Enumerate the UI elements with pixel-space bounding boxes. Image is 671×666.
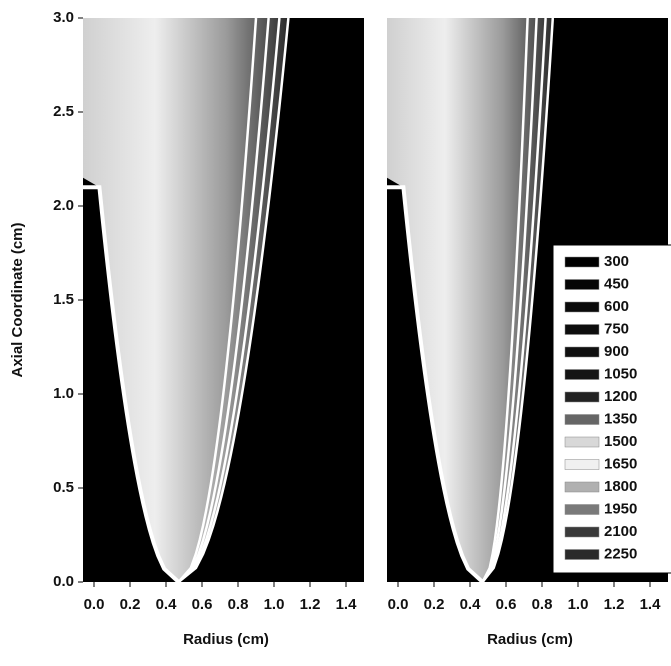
legend-label: 750 bbox=[604, 320, 629, 337]
x-tick-label: 1.2 bbox=[300, 596, 321, 613]
x-tick-label: 1.2 bbox=[604, 596, 625, 613]
x-tick-label: 0.2 bbox=[120, 596, 141, 613]
x-tick-label: 1.4 bbox=[640, 596, 662, 613]
x-tick-label: 0.2 bbox=[424, 596, 445, 613]
x-tick-label: 1.0 bbox=[568, 596, 589, 613]
x-tick-label: 0.0 bbox=[84, 596, 105, 613]
isotherm bbox=[481, 17, 538, 583]
legend-swatch bbox=[564, 391, 600, 403]
x-tick-label: 1.4 bbox=[336, 596, 358, 613]
legend-swatch bbox=[564, 369, 600, 380]
legend-label: 900 bbox=[604, 343, 629, 360]
x-tick-label: 0.0 bbox=[388, 596, 409, 613]
y-tick-label: 1.5 bbox=[53, 291, 74, 308]
flame-front bbox=[83, 185, 180, 584]
legend-label: 450 bbox=[604, 275, 629, 292]
legend-swatch bbox=[564, 346, 600, 358]
y-tick-label: 2.0 bbox=[53, 197, 74, 214]
legend-label: 2100 bbox=[604, 523, 637, 540]
legend-label: 2250 bbox=[604, 545, 637, 562]
legend-label: 1500 bbox=[604, 433, 637, 450]
isotherm bbox=[177, 17, 258, 583]
flame-region bbox=[387, 18, 553, 582]
legend-label: 1950 bbox=[604, 500, 637, 517]
x-tick-label: 0.6 bbox=[192, 596, 213, 613]
legend-swatch bbox=[564, 526, 600, 538]
x-tick-label: 0.8 bbox=[228, 596, 249, 613]
y-tick-label: 0.0 bbox=[53, 573, 74, 590]
flame-front bbox=[387, 185, 484, 584]
legend-swatch bbox=[564, 436, 600, 448]
legend-label: 600 bbox=[604, 298, 629, 315]
legend bbox=[552, 244, 671, 574]
y-tick-label: 1.0 bbox=[53, 385, 74, 402]
isotherm bbox=[177, 17, 281, 583]
isotherm bbox=[481, 17, 547, 583]
legend-swatch bbox=[564, 414, 600, 425]
y-tick-label: 2.5 bbox=[53, 103, 74, 120]
legend-label: 1650 bbox=[604, 455, 637, 472]
legend-label: 1350 bbox=[604, 410, 637, 427]
legend-swatch bbox=[564, 256, 600, 268]
legend-swatch bbox=[564, 481, 600, 493]
legend-label: 300 bbox=[604, 253, 629, 270]
x-tick-label: 1.0 bbox=[264, 596, 285, 613]
isotherm bbox=[177, 17, 290, 583]
legend-label: 1050 bbox=[604, 365, 637, 382]
x-tick-label: 0.4 bbox=[460, 596, 482, 613]
legend-label: 1200 bbox=[604, 388, 637, 405]
legend-swatch bbox=[564, 301, 600, 313]
legend-swatch bbox=[564, 459, 600, 470]
y-axis-label: Axial Coordinate (cm) bbox=[9, 222, 26, 377]
x-tick-label: 0.6 bbox=[496, 596, 517, 613]
x-axis-label: Radius (cm) bbox=[183, 631, 269, 648]
legend-swatch bbox=[564, 504, 600, 515]
flame-region bbox=[83, 18, 289, 582]
x-axis-label: Radius (cm) bbox=[487, 631, 573, 648]
isotherm bbox=[481, 17, 555, 583]
x-tick-label: 0.4 bbox=[156, 596, 178, 613]
isotherm bbox=[177, 17, 270, 583]
legend-swatch bbox=[564, 549, 600, 560]
legend-swatch bbox=[564, 324, 600, 335]
legend-swatch bbox=[564, 279, 600, 290]
isotherm bbox=[481, 17, 529, 583]
y-tick-label: 3.0 bbox=[53, 9, 74, 26]
x-tick-label: 0.8 bbox=[532, 596, 553, 613]
legend-label: 1800 bbox=[604, 478, 637, 495]
y-tick-label: 0.5 bbox=[53, 479, 74, 496]
